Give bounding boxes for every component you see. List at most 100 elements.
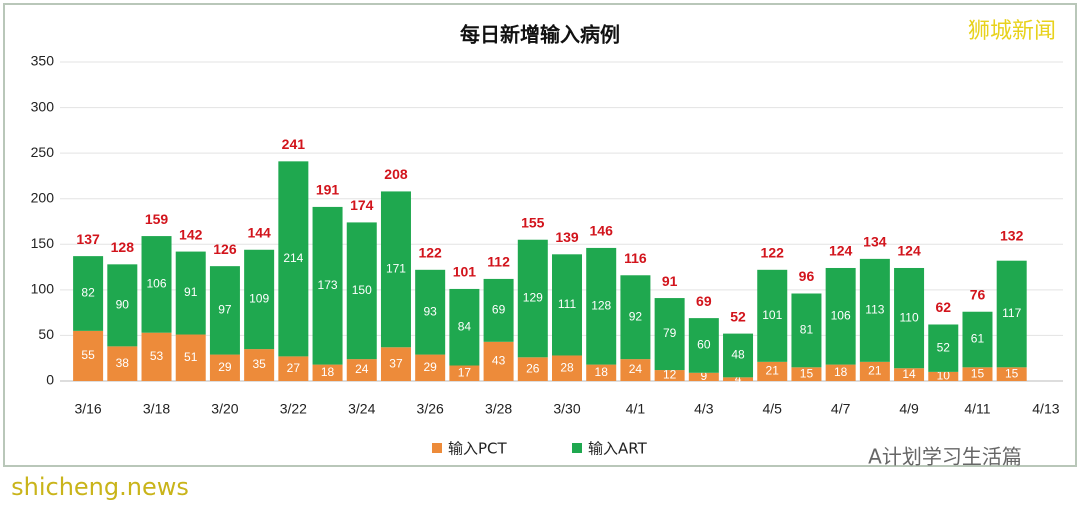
segment-label: 97 xyxy=(218,303,232,317)
x-tick-label: 3/28 xyxy=(485,401,512,417)
total-label: 208 xyxy=(384,166,408,182)
bar-segment xyxy=(141,332,172,381)
segment-label: 43 xyxy=(492,354,506,368)
bar-segment xyxy=(312,364,343,381)
segment-label: 21 xyxy=(766,364,780,378)
x-tick-label: 3/30 xyxy=(553,401,580,417)
segment-label: 214 xyxy=(283,251,303,265)
y-tick-label: 350 xyxy=(31,53,55,69)
segment-label: 90 xyxy=(116,298,130,312)
segment-label: 150 xyxy=(352,283,372,297)
bar-segment xyxy=(209,266,240,355)
total-label: 191 xyxy=(316,182,340,198)
total-label: 159 xyxy=(145,211,169,227)
bar-segment xyxy=(175,251,206,335)
bar-segment xyxy=(654,298,685,371)
segment-label: 113 xyxy=(865,303,884,317)
segment-label: 12 xyxy=(663,368,677,382)
x-tick-label: 3/18 xyxy=(143,401,170,417)
segment-label: 109 xyxy=(249,292,269,306)
segment-label: 4 xyxy=(735,371,742,385)
total-label: 144 xyxy=(247,224,271,240)
bar-segment xyxy=(278,161,309,357)
bar-segment xyxy=(107,346,138,381)
bar-segment xyxy=(928,371,959,381)
segment-label: 24 xyxy=(629,362,643,376)
bar-segment xyxy=(723,377,754,381)
total-label: 122 xyxy=(418,245,442,261)
bar-segment xyxy=(346,222,377,360)
y-tick-label: 300 xyxy=(31,98,55,114)
bar-segment xyxy=(791,293,822,368)
bar-segment xyxy=(654,370,685,381)
legend-swatch xyxy=(572,443,582,453)
bar-segment xyxy=(73,330,104,381)
bar-segment xyxy=(346,359,377,381)
bar-segment xyxy=(517,239,548,358)
x-tick-label: 3/16 xyxy=(74,401,101,417)
segment-label: 60 xyxy=(697,338,711,352)
segment-label: 15 xyxy=(800,366,814,380)
bar-segment xyxy=(244,249,275,350)
x-tick-label: 4/3 xyxy=(694,401,714,417)
segment-label: 117 xyxy=(1002,306,1021,320)
segment-label: 21 xyxy=(868,364,882,378)
bar-segment xyxy=(962,367,993,381)
bar-segment xyxy=(928,324,959,372)
bar-segment xyxy=(141,236,172,333)
bar-segment xyxy=(688,318,719,373)
total-label: 128 xyxy=(111,239,135,255)
bar-segment xyxy=(552,355,582,381)
bar-segment xyxy=(107,264,138,347)
bar-segment xyxy=(73,256,104,331)
y-tick-label: 150 xyxy=(31,235,55,251)
bar-segment xyxy=(209,354,240,381)
segment-label: 106 xyxy=(831,308,851,322)
segment-label: 128 xyxy=(591,298,611,312)
segment-label: 110 xyxy=(899,310,918,324)
segment-label: 48 xyxy=(731,348,745,362)
segment-label: 18 xyxy=(595,365,609,379)
total-label: 116 xyxy=(624,250,647,266)
segment-label: 79 xyxy=(663,326,677,340)
bar-segment xyxy=(859,258,890,362)
bar-segment xyxy=(380,347,411,381)
segment-label: 18 xyxy=(321,365,335,379)
bar-segment xyxy=(483,278,514,342)
bar-segment xyxy=(552,254,582,356)
x-tick-label: 4/9 xyxy=(899,401,919,417)
frame xyxy=(3,3,1077,467)
total-label: 96 xyxy=(799,268,815,284)
segment-label: 106 xyxy=(147,277,167,291)
segment-label: 101 xyxy=(762,308,782,322)
bar-segment xyxy=(894,368,925,381)
segment-label: 10 xyxy=(937,369,951,383)
total-label: 139 xyxy=(555,229,579,245)
x-tick-label: 3/22 xyxy=(280,401,307,417)
total-label: 126 xyxy=(213,241,237,257)
bar-segment xyxy=(586,364,617,381)
segment-label: 93 xyxy=(423,304,437,318)
bar-segment xyxy=(723,333,754,378)
segment-label: 69 xyxy=(492,303,506,317)
bar-segment xyxy=(175,334,206,381)
bar-segment xyxy=(688,372,719,381)
total-label: 69 xyxy=(696,293,712,309)
total-label: 134 xyxy=(863,234,887,250)
segment-label: 51 xyxy=(184,350,198,364)
legend-label: 输入ART xyxy=(588,440,648,458)
bar-segment xyxy=(415,269,446,355)
segment-label: 15 xyxy=(971,366,985,380)
total-label: 52 xyxy=(730,308,746,324)
segment-label: 61 xyxy=(971,332,985,346)
total-label: 155 xyxy=(521,214,545,230)
watermark: 狮城新闻 xyxy=(968,19,1056,44)
segment-label: 52 xyxy=(937,340,951,354)
segment-label: 28 xyxy=(560,360,574,374)
bar-segment xyxy=(825,267,856,365)
bar-segment xyxy=(449,288,480,366)
segment-label: 14 xyxy=(902,367,916,381)
x-tick-label: 3/20 xyxy=(211,401,238,417)
segment-label: 53 xyxy=(150,349,164,363)
bar-segment xyxy=(825,364,856,381)
